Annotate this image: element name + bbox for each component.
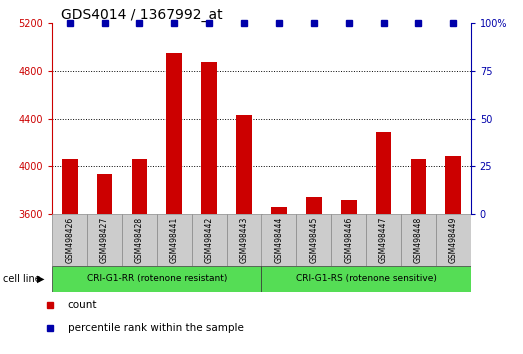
Text: GSM498446: GSM498446 [344,217,353,263]
Text: GSM498449: GSM498449 [449,217,458,263]
Bar [201,62,217,214]
Bar [446,156,461,214]
Bar [132,159,147,214]
Text: GSM498426: GSM498426 [65,217,74,263]
Bar [236,115,252,214]
Text: percentile rank within the sample: percentile rank within the sample [67,323,243,333]
Bar [262,214,297,266]
Bar [62,159,77,214]
Text: ▶: ▶ [37,274,44,284]
Bar [401,214,436,266]
Bar [52,266,262,292]
Bar [262,266,471,292]
Text: GSM498447: GSM498447 [379,217,388,263]
Bar [297,214,331,266]
Text: cell line: cell line [3,274,40,284]
Text: GDS4014 / 1367992_at: GDS4014 / 1367992_at [61,8,222,22]
Bar [366,214,401,266]
Bar [411,159,426,214]
Bar [306,198,322,214]
Bar [376,132,391,214]
Text: GSM498443: GSM498443 [240,217,248,263]
Text: GSM498448: GSM498448 [414,217,423,263]
Text: GSM498428: GSM498428 [135,217,144,263]
Text: count: count [67,300,97,310]
Bar [331,214,366,266]
Text: GSM498442: GSM498442 [204,217,214,263]
Text: GSM498444: GSM498444 [275,217,283,263]
Text: CRI-G1-RS (rotenone sensitive): CRI-G1-RS (rotenone sensitive) [295,274,437,283]
Text: GSM498445: GSM498445 [309,217,319,263]
Bar [166,53,182,214]
Bar [341,200,357,214]
Bar [157,214,192,266]
Bar [271,207,287,214]
Bar [97,173,112,214]
Bar [52,214,87,266]
Bar [87,214,122,266]
Bar [436,214,471,266]
Text: GSM498441: GSM498441 [170,217,179,263]
Text: CRI-G1-RR (rotenone resistant): CRI-G1-RR (rotenone resistant) [87,274,227,283]
Bar [226,214,262,266]
Bar [122,214,157,266]
Text: GSM498427: GSM498427 [100,217,109,263]
Bar [192,214,226,266]
